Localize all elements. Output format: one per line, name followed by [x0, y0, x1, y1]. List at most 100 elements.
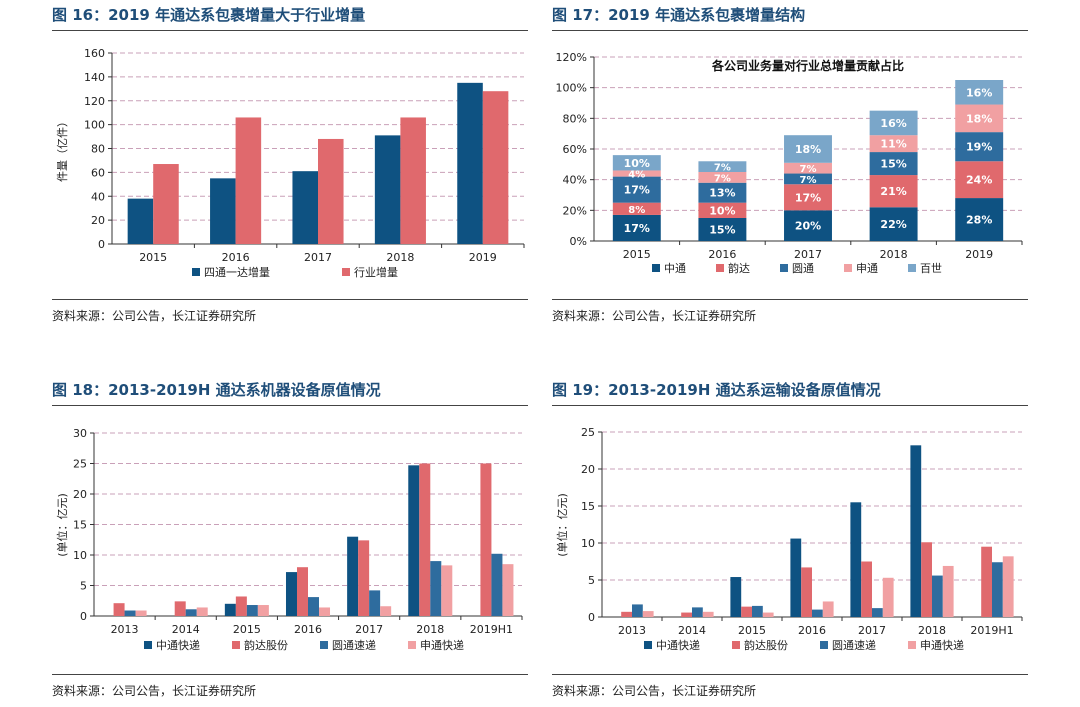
y-tick-label: 20	[73, 488, 87, 501]
bar-圆通速递	[124, 610, 136, 616]
data-label: 7%	[714, 173, 731, 184]
figure-19-panel: 图 19：2013-2019H 通达系运输设备原值情况 0 5 10 15 20 25 (单…	[552, 375, 1028, 705]
bar-四通一达增量	[457, 82, 483, 244]
bar-韵达股份	[480, 463, 492, 616]
figure-19-top-rule	[552, 405, 1028, 406]
y-tick-label: 5	[80, 580, 87, 593]
legend-label: 圆通速递	[832, 638, 876, 652]
bar-韵达股份	[681, 612, 692, 617]
legend-swatch	[232, 641, 240, 649]
figure-17-title: 图 17：2019 年通达系包裹增量结构	[552, 6, 806, 24]
chart-title: 各公司业务量对行业总增量贡献占比	[711, 58, 904, 73]
figure-16-source: 资料来源：公司公告，长江证券研究所	[52, 309, 257, 323]
y-tick-label: 0	[80, 610, 87, 623]
y-tick-label: 20	[91, 214, 105, 227]
y-tick-label: 15	[581, 500, 595, 513]
y-tick-label: 25	[581, 426, 595, 439]
x-tick-label: 2013	[618, 624, 646, 637]
bar-韵达股份	[741, 606, 752, 617]
x-tick-label: 2016	[294, 623, 322, 636]
data-label: 17%	[624, 184, 650, 197]
x-tick-label: 2018	[880, 248, 908, 261]
data-label: 28%	[966, 214, 992, 227]
bar-韵达股份	[921, 542, 932, 617]
bar-申通	[698, 172, 747, 183]
figure-17-top-rule	[552, 30, 1028, 31]
bar-中通	[698, 218, 747, 241]
bar-申通快递	[942, 565, 954, 617]
bar-百世	[955, 80, 1004, 105]
bar-圆通速递	[430, 561, 442, 616]
figure-18-panel: 图 18：2013-2019H 通达系机器设备原值情况 0 5 10 15 20 25 30…	[52, 375, 528, 705]
legend-swatch	[342, 268, 350, 276]
y-tick-label: 10	[73, 549, 87, 562]
data-label: 10%	[624, 157, 650, 170]
legend-label: 申通快递	[920, 638, 964, 652]
data-label: 22%	[880, 218, 906, 231]
legend-swatch	[192, 268, 200, 276]
x-tick-label: 2015	[139, 251, 167, 264]
y-tick-label: 100%	[556, 82, 587, 95]
x-tick-label: 2019	[965, 248, 993, 261]
data-label: 18%	[966, 112, 992, 125]
x-tick-label: 2015	[233, 623, 261, 636]
bar-中通快递	[285, 572, 297, 616]
bar-圆通速递	[992, 562, 1003, 617]
bar-中通快递	[850, 502, 862, 617]
y-tick-label: 20	[581, 463, 595, 476]
data-label: 11%	[880, 138, 906, 151]
figure-18-chart: 0 5 10 15 20 25 30 (单位：亿元) 2013 2014 2015 2016 2017 2…	[55, 427, 523, 652]
figure-17-bottom-rule	[552, 299, 1028, 300]
legend-label: 百世	[920, 262, 942, 275]
legend-label: 申通	[856, 262, 878, 275]
bar-行业增量	[153, 164, 179, 244]
bar-圆通速递	[872, 608, 883, 617]
figure-16-bottom-rule	[52, 299, 528, 300]
bar-百世	[612, 155, 661, 171]
bar-圆通速递	[308, 597, 320, 616]
figure-19-chart: 0 5 10 15 20 25 (单位：亿元) 2013 2014 2015 2016 2017 201…	[555, 426, 1023, 652]
bar-中通快递	[790, 538, 802, 617]
figure-16-chart: 0 20 40 60 80 100 120 140 160 件量（亿件） 2015 2016 2017 2…	[56, 47, 525, 279]
legend-label: 四通一达增量	[204, 265, 270, 279]
y-tick-label: 140	[84, 71, 105, 84]
x-tick-label: 2015	[623, 248, 651, 261]
x-tick-label: 2013	[111, 623, 139, 636]
bar-圆通速递	[246, 605, 258, 616]
bar-中通快递	[408, 465, 420, 616]
bar-圆通速递	[369, 590, 381, 616]
bar-申通快递	[882, 577, 894, 617]
bar-韵达	[869, 175, 918, 208]
bar-中通	[612, 214, 661, 241]
figure-16-panel: 图 16：2019 年通达系包裹增量大于行业增量 0 20 40 60 80 100 120…	[52, 0, 528, 330]
figure-19-source: 资料来源：公司公告，长江证券研究所	[552, 684, 757, 698]
bar-申通快递	[441, 565, 453, 616]
data-label: 15%	[709, 224, 735, 237]
bar-韵达股份	[621, 611, 632, 617]
legend-swatch	[732, 641, 740, 649]
bar-申通	[612, 170, 661, 177]
figure-16-title: 图 16：2019 年通达系包裹增量大于行业增量	[52, 6, 366, 24]
legend-swatch	[844, 264, 852, 272]
x-tick-label: 2017	[794, 248, 822, 261]
y-tick-label: 80	[91, 143, 105, 156]
x-tick-label: 2018	[416, 623, 444, 636]
y-axis-label: (单位：亿元)	[55, 493, 69, 557]
legend-label: 韵达股份	[744, 638, 788, 652]
bar-韵达股份	[358, 540, 370, 616]
bar-申通	[784, 162, 832, 174]
y-axis-label: (单位：亿元)	[555, 493, 569, 557]
legend-label: 中通快递	[656, 638, 700, 652]
y-tick-label: 80%	[563, 112, 587, 125]
bar-申通快递	[702, 611, 714, 617]
data-label: 17%	[795, 191, 821, 204]
x-tick-label: 2017	[304, 251, 332, 264]
bar-韵达	[955, 161, 1004, 199]
bar-申通快递	[822, 601, 834, 617]
legend-swatch	[408, 641, 416, 649]
data-label: 18%	[795, 143, 821, 156]
legend-label: 中通	[664, 262, 686, 275]
data-label: 8%	[628, 205, 645, 216]
bar-行业增量	[400, 117, 426, 244]
legend-label: 圆通速递	[332, 638, 376, 652]
